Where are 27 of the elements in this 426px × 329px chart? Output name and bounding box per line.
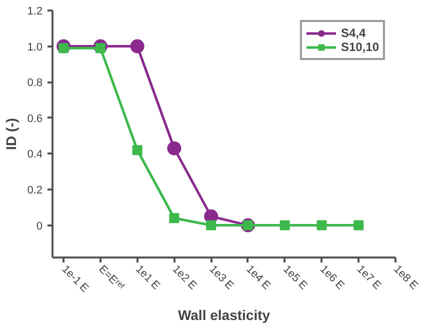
y-tick-label: 0 bbox=[36, 220, 43, 232]
point bbox=[132, 145, 142, 156]
x-tick-label: 1e1 E bbox=[133, 263, 162, 292]
y-tick-label: 0.6 bbox=[27, 112, 43, 125]
x-tick-label: 1e3 E bbox=[206, 263, 236, 292]
x-tick-label: 1e7 E bbox=[354, 263, 384, 292]
point bbox=[167, 141, 182, 156]
y-tick-label: 0.2 bbox=[27, 184, 43, 196]
legend-label: S10,10 bbox=[340, 40, 379, 54]
point bbox=[130, 39, 144, 54]
x-tick-label: 1e8 E bbox=[391, 263, 420, 292]
point bbox=[169, 213, 180, 224]
x-tick-label: 1e2 E bbox=[170, 263, 199, 292]
y-tick-label: 0.4 bbox=[27, 148, 43, 161]
legend-label: S4,4 bbox=[340, 26, 366, 40]
point bbox=[206, 220, 216, 230]
y-axis-title: ID (-) bbox=[3, 118, 20, 150]
point bbox=[316, 220, 327, 230]
y-tick-label: 0.8 bbox=[27, 77, 43, 90]
point bbox=[354, 220, 364, 230]
point bbox=[280, 220, 290, 230]
y-tick-label: 1.2 bbox=[27, 6, 43, 18]
x-tick-label: 1e4 E bbox=[244, 263, 273, 292]
y-tick-label: 1.0 bbox=[27, 41, 43, 54]
x-axis-title: Wall elasticity bbox=[178, 306, 270, 323]
x-tick-label: 1e6 E bbox=[317, 263, 346, 292]
x-tick-label: 1e5 E bbox=[280, 263, 310, 292]
